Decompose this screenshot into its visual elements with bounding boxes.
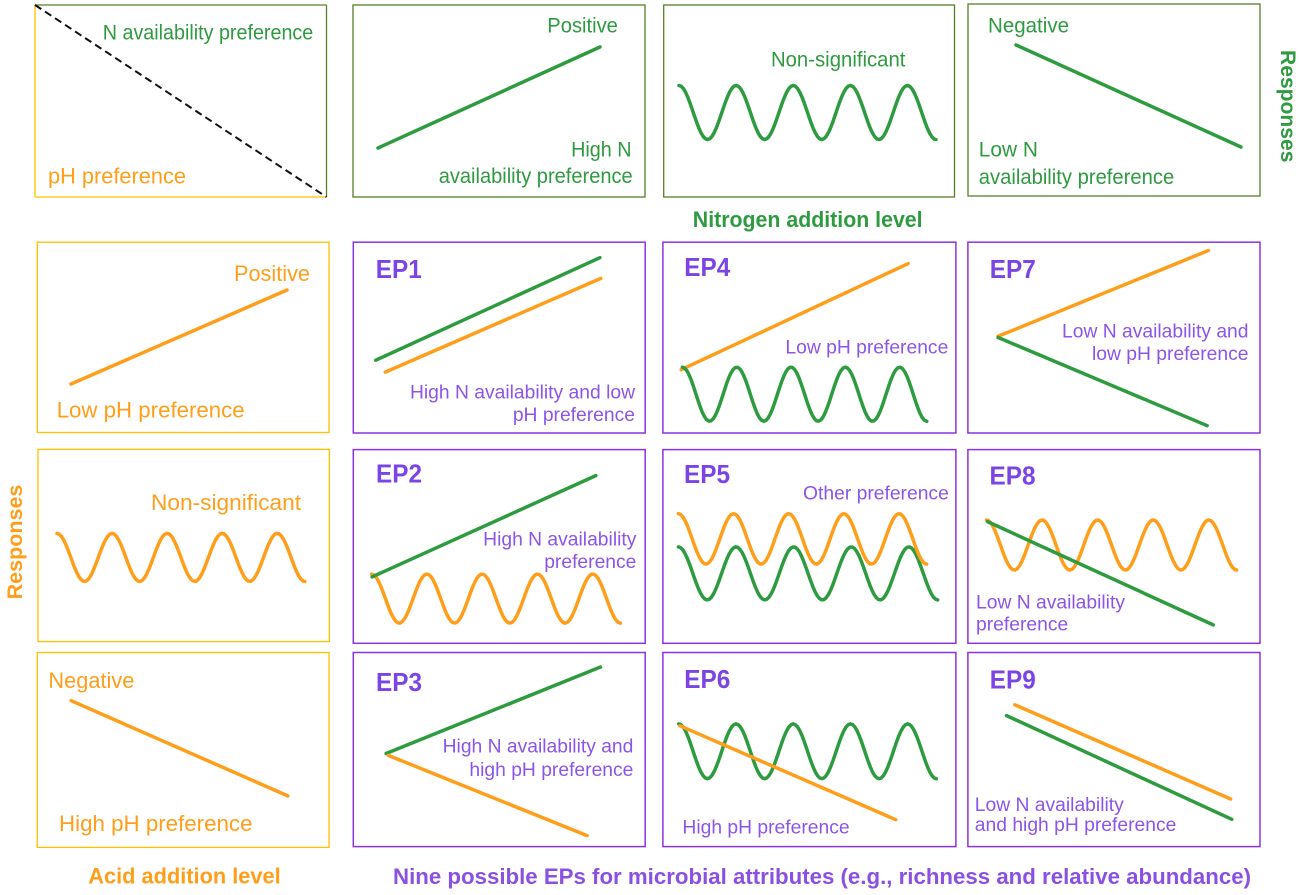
svg-text:Low N availability and: Low N availability and — [1062, 322, 1249, 343]
svg-text:EP6: EP6 — [684, 664, 730, 694]
svg-text:EP8: EP8 — [990, 461, 1036, 491]
svg-text:and high pH preference: and high pH preference — [975, 815, 1177, 836]
svg-text:Non-significant: Non-significant — [771, 48, 906, 71]
svg-text:Negative: Negative — [988, 15, 1069, 38]
svg-text:High N: High N — [571, 138, 632, 161]
svg-text:pH preference: pH preference — [48, 164, 186, 189]
svg-text:Non-significant: Non-significant — [151, 490, 302, 515]
svg-text:High N availability and low: High N availability and low — [410, 383, 635, 404]
svg-text:Negative: Negative — [48, 668, 134, 693]
svg-text:High N availability and: High N availability and — [443, 737, 634, 758]
svg-text:Acid addition level: Acid addition level — [88, 864, 280, 889]
svg-text:Positive: Positive — [547, 15, 618, 38]
svg-text:EP7: EP7 — [990, 254, 1036, 284]
svg-text:High N availability: High N availability — [483, 530, 637, 551]
svg-text:Low N availability: Low N availability — [975, 795, 1124, 816]
svg-text:availability preference: availability preference — [979, 166, 1174, 189]
svg-text:high pH preference: high pH preference — [469, 760, 633, 781]
svg-text:pH preference: pH preference — [513, 405, 635, 426]
svg-text:Responses: Responses — [3, 485, 27, 600]
svg-text:EP2: EP2 — [376, 459, 422, 489]
svg-text:EP5: EP5 — [684, 459, 730, 489]
svg-text:EP4: EP4 — [684, 252, 730, 282]
svg-text:Low N: Low N — [979, 139, 1038, 162]
svg-text:EP9: EP9 — [990, 665, 1036, 695]
svg-text:High pH preference: High pH preference — [682, 818, 849, 839]
svg-text:Low pH preference: Low pH preference — [785, 338, 948, 359]
svg-text:Responses: Responses — [1276, 50, 1300, 162]
svg-text:preference: preference — [976, 615, 1068, 636]
svg-text:Low pH preference: Low pH preference — [57, 398, 245, 423]
svg-text:low pH preference: low pH preference — [1092, 344, 1248, 365]
svg-text:Positive: Positive — [234, 261, 310, 286]
svg-text:EP1: EP1 — [376, 254, 422, 284]
svg-text:availability preference: availability preference — [439, 165, 633, 188]
svg-text:EP3: EP3 — [376, 667, 422, 697]
svg-text:High pH preference: High pH preference — [59, 811, 253, 836]
svg-text:Other preference: Other preference — [803, 484, 949, 505]
svg-text:preference: preference — [544, 552, 636, 573]
svg-text:Low N availability: Low N availability — [976, 592, 1125, 613]
svg-text:Nitrogen addition level: Nitrogen addition level — [693, 207, 923, 232]
svg-text:N availability preference: N availability preference — [103, 22, 314, 45]
svg-text:Nine possible EPs for microbia: Nine possible EPs for microbial attribut… — [393, 864, 1251, 889]
